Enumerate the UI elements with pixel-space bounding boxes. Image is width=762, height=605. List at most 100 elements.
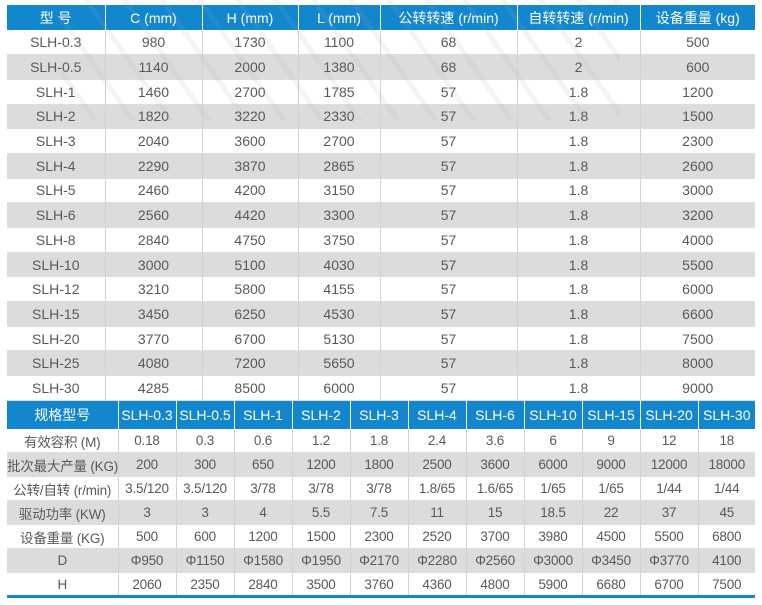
value-cell: 2040 [105, 128, 203, 154]
row-label-cell: H [7, 572, 119, 598]
value-cell: 57 [380, 178, 518, 204]
value-cell: 3/78 [234, 476, 293, 502]
value-cell: 2700 [202, 79, 299, 105]
value-cell: 1.8 [517, 128, 641, 154]
value-cell: 8000 [640, 350, 755, 377]
value-cell: 1.8 [517, 301, 641, 327]
value-cell: 57 [380, 202, 518, 228]
row-label-cell: SLH-3 [7, 128, 106, 154]
value-cell: 3210 [105, 276, 203, 303]
table-row: SLH-25 4080 7200 5650 57 1.8 8000 [7, 350, 755, 377]
column-header: SLH-6 [466, 400, 525, 429]
row-label-cell: D [7, 548, 119, 574]
value-cell: 0.3 [176, 428, 235, 454]
value-cell: 1/65 [524, 476, 583, 502]
value-cell: 57 [380, 227, 518, 253]
value-cell: 650 [234, 452, 293, 478]
value-cell: Φ3450 [582, 548, 641, 574]
value-cell: 9 [582, 428, 641, 454]
value-cell: 1.8/65 [408, 476, 467, 502]
model-specs-table: 规格型号 SLH-0.3 SLH-0.5 SLH-1 SLH-2 SLH-3 SLH-4 SL… [7, 400, 755, 599]
column-header: 自转转速 (r/min) [517, 5, 641, 30]
value-cell: 68 [380, 54, 518, 80]
value-cell: 7200 [202, 350, 299, 377]
value-cell: 4 [234, 500, 293, 526]
value-cell: 2350 [176, 572, 235, 598]
value-cell: 6700 [640, 572, 699, 598]
row-label-cell: 有效容积 (M) [7, 428, 119, 454]
value-cell: 200 [118, 452, 177, 478]
value-cell: 57 [380, 252, 518, 278]
value-cell: 3220 [202, 104, 299, 130]
value-cell: 5650 [298, 350, 381, 377]
row-label-cell: SLH-25 [7, 350, 106, 377]
value-cell: 3.5/120 [176, 476, 235, 502]
column-header: L (mm) [298, 5, 381, 30]
value-cell: 3450 [105, 301, 203, 327]
table-row: SLH-30 4285 8500 6000 57 1.8 9000 [7, 375, 755, 401]
table-row: SLH-3 2040 3600 2700 57 1.8 2300 [7, 128, 755, 154]
model-specs-table-head: 规格型号 SLH-0.3 SLH-0.5 SLH-1 SLH-2 SLH-3 SLH-4 SL… [7, 400, 755, 429]
value-cell: 68 [380, 30, 518, 56]
value-cell: 4100 [698, 548, 755, 574]
value-cell: 1380 [298, 54, 381, 80]
value-cell: 5800 [202, 276, 299, 303]
value-cell: 1500 [640, 104, 755, 130]
table-row: SLH-20 3770 6700 5130 57 1.8 7500 [7, 326, 755, 352]
value-cell: Φ950 [118, 548, 177, 574]
value-cell: 2060 [118, 572, 177, 598]
value-cell: 6000 [524, 452, 583, 478]
row-label-cell: 批次最大产量 (KG) [7, 452, 119, 478]
value-cell: 1.8 [517, 104, 641, 130]
table-row: 有效容积 (M) 0.18 0.3 0.6 1.2 1.8 2.4 3.6 6 9 12 18 [7, 428, 755, 454]
row-label-cell: SLH-8 [7, 227, 106, 253]
value-cell: 600 [640, 54, 755, 80]
value-cell: 1.6/65 [466, 476, 525, 502]
row-label-cell: SLH-10 [7, 252, 106, 278]
value-cell: 2700 [298, 128, 381, 154]
value-cell: 57 [380, 301, 518, 327]
value-cell: 5500 [640, 252, 755, 278]
value-cell: 7500 [698, 572, 755, 598]
column-header: C (mm) [105, 5, 203, 30]
row-label-cell: SLH-0.5 [7, 54, 106, 80]
value-cell: 4800 [466, 572, 525, 598]
value-cell: 7500 [640, 326, 755, 352]
value-cell: 1.8 [350, 428, 409, 454]
value-cell: 7.5 [350, 500, 409, 526]
value-cell: 3760 [350, 572, 409, 598]
value-cell: 3750 [298, 227, 381, 253]
value-cell: 1820 [105, 104, 203, 130]
table-row: 设备重量 (KG) 500 600 1200 1500 2300 2520 3700 3980 4… [7, 524, 755, 550]
value-cell: 15 [466, 500, 525, 526]
value-cell: 3870 [202, 153, 299, 179]
value-cell: 57 [380, 276, 518, 303]
value-cell: Φ2280 [408, 548, 467, 574]
value-cell: 2840 [105, 227, 203, 253]
value-cell: 1.2 [292, 428, 351, 454]
value-cell: 3600 [202, 128, 299, 154]
value-cell: 3200 [640, 202, 755, 228]
table-row: 批次最大产量 (KG) 200 300 650 1200 1800 2500 3600 6000… [7, 452, 755, 478]
value-cell: 9000 [640, 375, 755, 401]
value-cell: 300 [176, 452, 235, 478]
value-cell: 22 [582, 500, 641, 526]
table-row: SLH-12 3210 5800 4155 57 1.8 6000 [7, 276, 755, 303]
value-cell: 3770 [105, 326, 203, 352]
column-header: SLH-0.5 [176, 400, 235, 429]
value-cell: 57 [380, 153, 518, 179]
value-cell: 4360 [408, 572, 467, 598]
value-cell: 1.8 [517, 227, 641, 253]
column-header: SLH-3 [350, 400, 409, 429]
value-cell: 2865 [298, 153, 381, 179]
value-cell: Φ2170 [350, 548, 409, 574]
value-cell: 11 [408, 500, 467, 526]
row-label-cell: 公转/自转 (r/min) [7, 476, 119, 502]
value-cell: 57 [380, 326, 518, 352]
value-cell: 6000 [298, 375, 381, 401]
row-label-cell: SLH-15 [7, 301, 106, 327]
value-cell: 3.6 [466, 428, 525, 454]
value-cell: 6600 [640, 301, 755, 327]
